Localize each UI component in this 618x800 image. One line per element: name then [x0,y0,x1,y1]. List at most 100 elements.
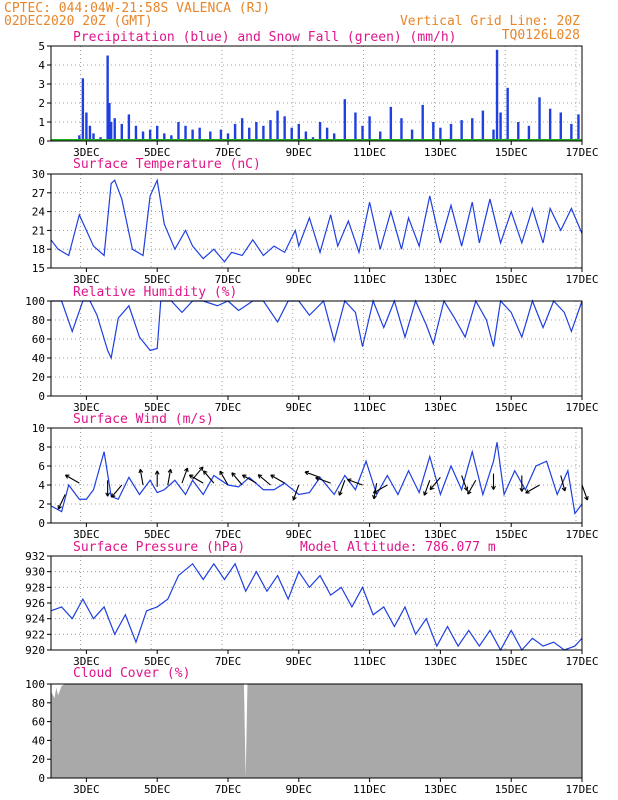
panel-frame [50,45,583,142]
panel-annotation: Model Altitude: 786.077 m [300,540,496,555]
wind-arrow-head [423,492,428,496]
x-tick-label: 3DEC [73,146,100,159]
wind-arrow-head [304,471,309,476]
y-tick-label: 20 [32,753,45,766]
wind-arrow [64,474,80,484]
station-header: CPTEC: 044:04W-21:58S VALENCA (RJ) [4,1,270,16]
precip-bar [400,118,403,141]
wind-arrow-head [429,485,432,490]
wind-arrow-shaft [338,480,346,496]
x-tick-label: 11DEC [353,401,386,414]
precip-bar [92,133,95,141]
x-tick-label: 3DEC [73,783,100,796]
x-tick-label: 3DEC [73,655,100,668]
wind-arrow [338,480,346,496]
y-tick-label: 30 [32,168,45,181]
wind-arrow [292,484,300,501]
wind-arrow-head [561,487,566,492]
precip-bar [333,133,336,141]
y-tick-label: 926 [25,597,45,610]
x-tick-label: 15DEC [495,146,528,159]
wind-arrow-head [64,474,69,479]
wind-arrow-shaft [347,479,363,486]
precip-bar [318,122,322,141]
precip-bar [368,116,371,141]
precip-bar [361,125,364,141]
y-tick-label: 80 [32,314,45,327]
y-tick-label: 6 [38,460,45,473]
precip-bar [262,125,265,141]
wind-arrow [581,484,589,501]
x-tick-label: 3DEC [73,273,100,286]
wind-arrow-head [338,492,343,496]
wind-arrow-head [219,470,224,474]
wind-arrow-shaft [231,472,243,486]
precip-bar [460,120,463,141]
wind-arrow-head [586,495,589,501]
panel-title: Surface Temperature (nC) [73,157,261,172]
wind-arrow-shaft [65,474,80,484]
series-line [50,562,583,652]
wind-arrow-head [107,492,111,497]
wind-arrow-head [258,474,263,477]
wind-arrow [372,484,388,494]
x-tick-label: 13DEC [424,528,457,541]
panel-title: Cloud Cover (%) [73,666,190,681]
precip-bar [148,129,152,141]
precip-bar [240,118,244,141]
wind-arrow-shaft [242,474,257,484]
y-tick-label: 920 [25,644,45,657]
wind-arrow-shaft [467,479,477,495]
precip-bar [559,112,562,141]
panel-title: Surface Pressure (hPa) [73,540,245,555]
precip-bar [198,127,201,141]
y-tick-label: 10 [32,422,45,435]
y-tick-label: 40 [32,352,45,365]
wind-arrow-head [519,487,523,492]
precip-bar [548,108,552,141]
y-tick-label: 932 [25,550,45,563]
wind-arrow [461,475,469,491]
x-tick-label: 17DEC [565,273,598,286]
y-tick-label: 60 [32,333,45,346]
wind-arrow [241,474,257,484]
y-tick-label: 20 [32,371,45,384]
wind-arrow-head [429,487,435,491]
precip-bar [170,135,173,141]
precip-bar [506,87,509,141]
wind-arrow [429,477,441,491]
wind-arrow-shaft [111,484,123,498]
x-tick-label: 3DEC [73,401,100,414]
panel-frame [50,300,583,397]
wind-arrow-shaft [525,484,540,494]
precip-bar [304,131,308,141]
wind-arrow [525,484,540,494]
panel-4: 0 2 4 6 8 10 3DEC 5DEC 7DEC 9DEC 11DEC 13DEC 15DEC 17… [32,412,599,541]
wind-arrow-shaft [257,474,271,486]
y-tick-label: 0 [38,517,45,530]
wind-arrow-head [231,472,236,475]
wind-arrow-head [198,466,204,470]
wind-arrow-shaft [429,477,441,491]
wind-arrow-head [373,495,377,500]
x-tick-label: 5DEC [144,783,171,796]
x-tick-label: 9DEC [286,783,313,796]
wind-arrow-head [338,491,340,496]
precip-bar [492,129,495,141]
x-tick-label: 15DEC [495,783,528,796]
precip-bar [297,123,300,141]
wind-arrow-head [292,496,297,501]
wind-arrow [105,480,111,497]
precip-bar [325,127,329,141]
wind-arrow [188,474,204,484]
series-line [50,178,583,263]
wind-arrow-head [231,472,234,477]
precip-bar [184,125,187,141]
panel-title: Relative Humidity (%) [73,285,237,300]
x-tick-label: 7DEC [215,528,242,541]
wind-arrow-head [292,495,294,501]
grid-note: Vertical Grid Line: 20Z [400,14,580,29]
wind-arrow [181,467,189,484]
precip-bar [156,125,159,141]
